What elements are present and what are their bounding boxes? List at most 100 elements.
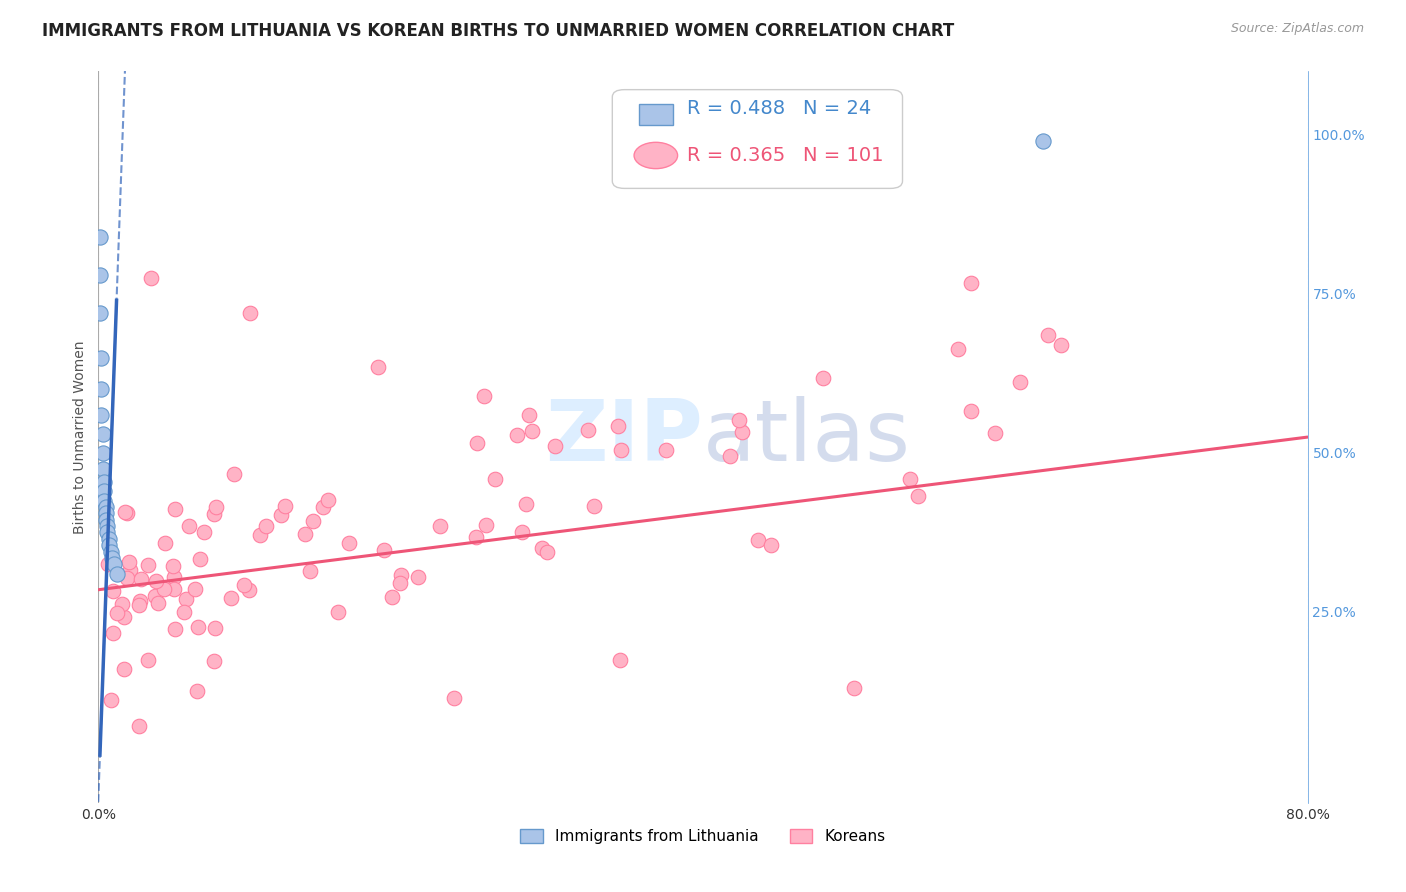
Point: [187, 620, 209, 634]
Point: [163, 570, 186, 584]
Point: [96, 519, 118, 533]
Point: [731, 425, 754, 439]
Point: [465, 436, 488, 450]
Point: [326, 605, 349, 619]
Point: [484, 472, 506, 486]
Point: [202, 654, 225, 668]
Point: [128, 719, 150, 733]
Point: [960, 403, 983, 417]
Point: [367, 360, 389, 375]
Point: [112, 609, 135, 624]
Point: [90, 383, 112, 397]
Point: [101, 625, 124, 640]
Point: [959, 276, 981, 290]
Point: [94, 507, 117, 521]
Point: [94, 500, 117, 514]
Point: [273, 499, 295, 513]
Point: [98, 532, 121, 546]
Point: [530, 541, 553, 556]
Point: [129, 594, 152, 608]
Point: [204, 621, 226, 635]
Point: [89, 306, 111, 320]
Point: [93, 475, 115, 489]
Point: [373, 543, 395, 558]
Point: [316, 493, 339, 508]
Point: [115, 571, 138, 585]
FancyBboxPatch shape: [638, 104, 673, 125]
Text: atlas: atlas: [703, 395, 911, 479]
Point: [193, 524, 215, 539]
Point: [472, 389, 495, 403]
Point: [655, 443, 678, 458]
Point: [1036, 327, 1059, 342]
Point: [219, 591, 242, 605]
Point: [1050, 338, 1073, 352]
Point: [100, 544, 122, 558]
Point: [91, 462, 114, 476]
Point: [153, 582, 176, 596]
Point: [93, 493, 115, 508]
Point: [609, 442, 631, 457]
Point: [91, 426, 114, 441]
Point: [145, 574, 167, 589]
Circle shape: [634, 143, 678, 169]
Point: [129, 572, 152, 586]
Point: [811, 371, 834, 385]
Point: [177, 519, 200, 533]
Point: [188, 551, 211, 566]
Point: [515, 497, 537, 511]
Point: [96, 525, 118, 540]
Point: [520, 424, 543, 438]
Point: [117, 556, 139, 570]
Point: [429, 518, 451, 533]
Y-axis label: Births to Unmarried Women: Births to Unmarried Women: [73, 341, 87, 533]
Point: [1032, 134, 1054, 148]
Text: N = 101: N = 101: [803, 146, 884, 165]
Point: [89, 229, 111, 244]
Point: [163, 582, 186, 597]
Point: [101, 550, 124, 565]
Point: [105, 566, 128, 581]
Point: [720, 449, 742, 463]
Point: [111, 597, 134, 611]
Point: [233, 578, 256, 592]
Point: [90, 351, 112, 365]
Point: [173, 605, 195, 619]
Point: [337, 536, 360, 550]
Point: [146, 596, 169, 610]
Point: [186, 684, 208, 698]
Point: [536, 545, 558, 559]
Point: [163, 622, 186, 636]
Point: [155, 536, 177, 550]
Point: [238, 582, 260, 597]
Point: [174, 591, 197, 606]
Point: [138, 653, 160, 667]
Point: [609, 653, 631, 667]
Point: [89, 268, 111, 282]
Point: [388, 575, 411, 590]
Text: N = 24: N = 24: [803, 99, 872, 118]
Point: [510, 524, 533, 539]
Point: [162, 559, 184, 574]
FancyBboxPatch shape: [613, 90, 903, 188]
Point: [1010, 375, 1032, 389]
Point: [165, 501, 187, 516]
Point: [544, 439, 567, 453]
Point: [98, 538, 121, 552]
Point: [224, 467, 246, 481]
Point: [465, 530, 488, 544]
Point: [118, 563, 141, 577]
Point: [475, 517, 498, 532]
Point: [294, 526, 316, 541]
Text: IMMIGRANTS FROM LITHUANIA VS KOREAN BIRTHS TO UNMARRIED WOMEN CORRELATION CHART: IMMIGRANTS FROM LITHUANIA VS KOREAN BIRT…: [42, 22, 955, 40]
Point: [90, 408, 112, 422]
Point: [128, 598, 150, 612]
Text: R = 0.488: R = 0.488: [688, 99, 786, 118]
Point: [136, 558, 159, 572]
Point: [97, 557, 120, 571]
Point: [270, 508, 292, 522]
Point: [91, 446, 114, 460]
Point: [114, 505, 136, 519]
Point: [301, 515, 323, 529]
Point: [249, 528, 271, 542]
